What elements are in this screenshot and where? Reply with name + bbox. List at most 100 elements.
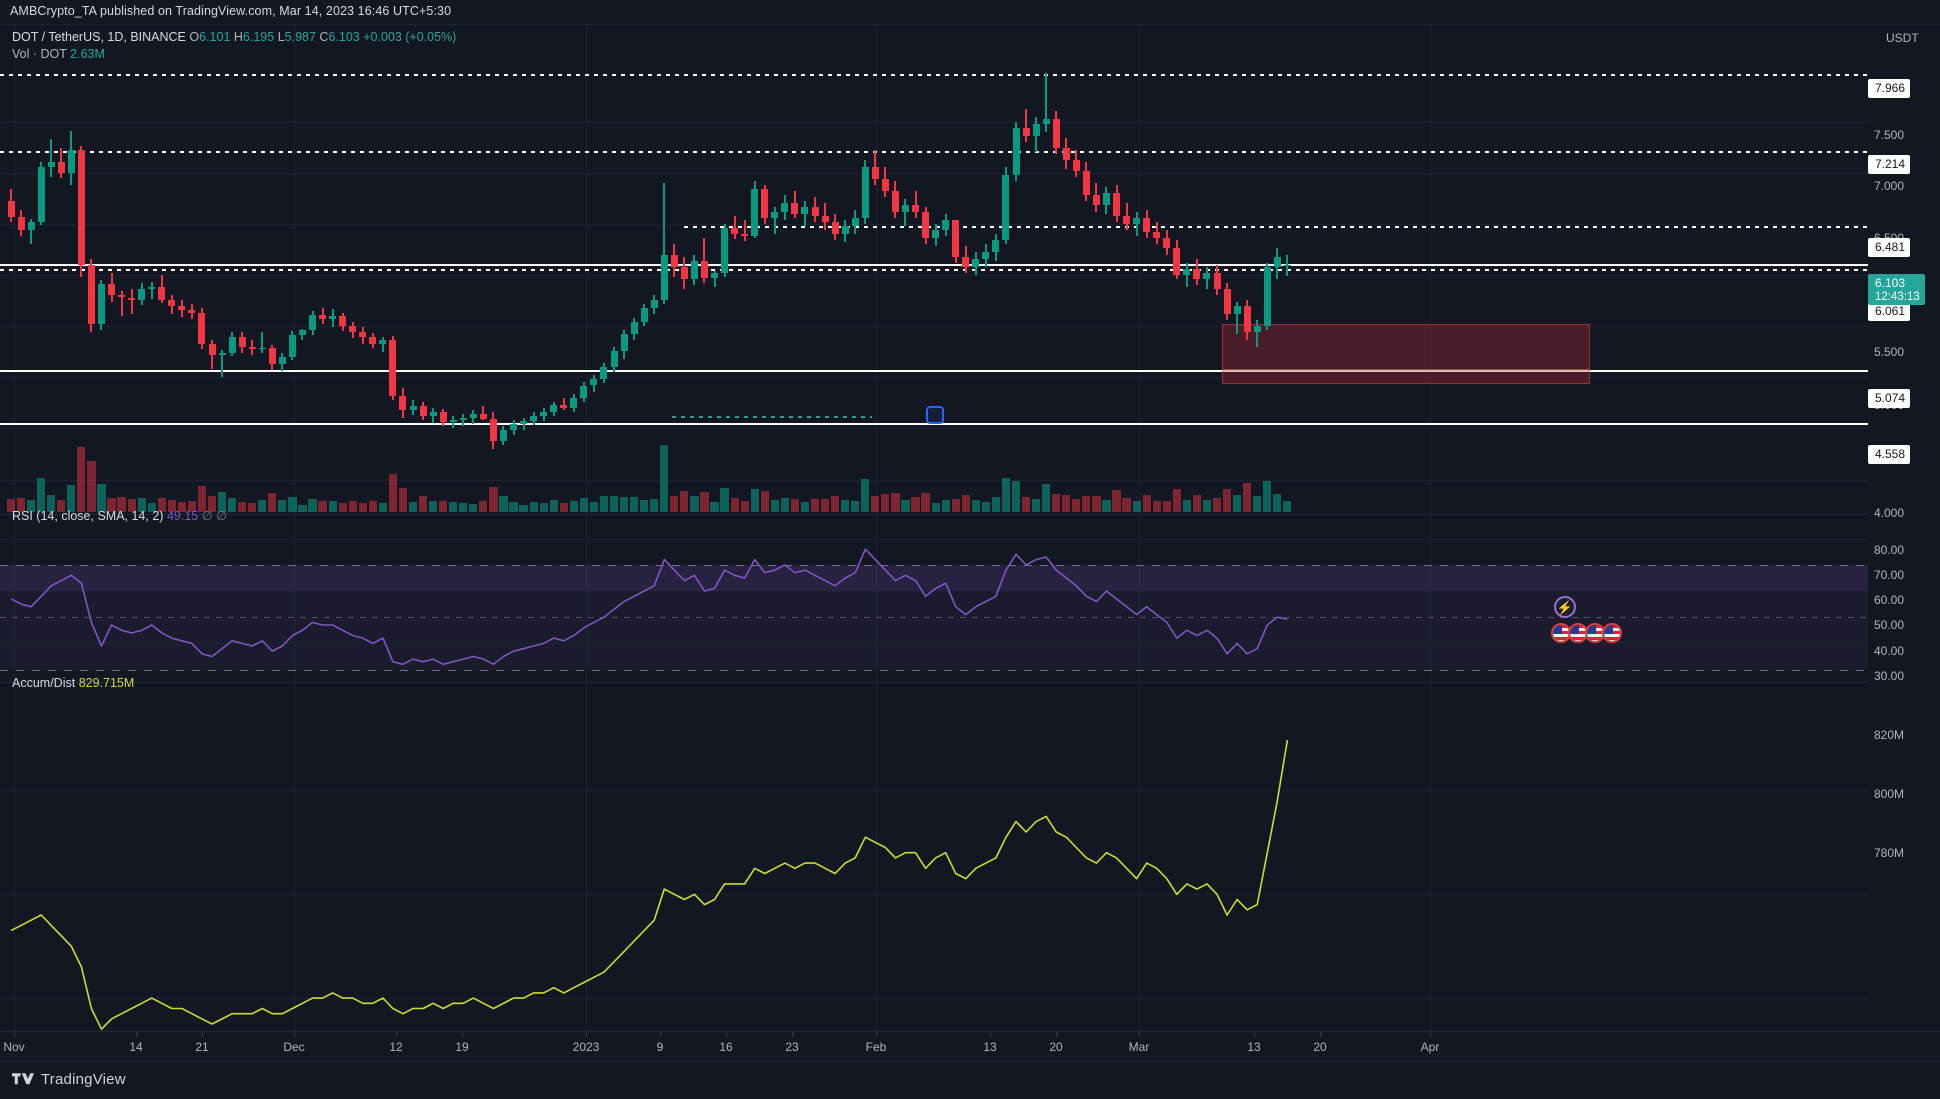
volume-bar[interactable]	[418, 496, 428, 512]
volume-bar[interactable]	[730, 498, 739, 512]
volume-bar[interactable]	[1021, 497, 1031, 512]
volume-bar[interactable]	[57, 500, 66, 512]
volume-bar[interactable]	[147, 502, 156, 512]
price-level-pill[interactable]: 6.061	[1868, 302, 1911, 321]
volume-bar[interactable]	[780, 497, 789, 512]
price-level-pill[interactable]: 7.214	[1868, 155, 1911, 174]
volume-bar[interactable]	[529, 501, 538, 512]
volume-bar[interactable]	[1102, 499, 1111, 512]
volume-bar[interactable]	[1122, 497, 1131, 512]
volume-bar[interactable]	[891, 492, 900, 512]
volume-bar[interactable]	[630, 497, 639, 512]
hline-6481[interactable]	[684, 226, 1868, 228]
volume-bar[interactable]	[117, 496, 126, 512]
volume-bar[interactable]	[640, 499, 649, 512]
volume-bar[interactable]	[901, 500, 910, 512]
volume-bar[interactable]	[660, 445, 669, 512]
volume-bar[interactable]	[368, 501, 377, 512]
volume-bar[interactable]	[398, 487, 408, 512]
volume-bar[interactable]	[941, 499, 950, 512]
support-segment[interactable]	[672, 416, 872, 418]
volume-bar[interactable]	[509, 501, 518, 512]
volume-bar[interactable]	[1112, 489, 1121, 512]
price-level-pill[interactable]: 4.558	[1868, 445, 1911, 464]
volume-bar[interactable]	[991, 497, 1000, 512]
volume-bar[interactable]	[579, 497, 588, 512]
volume-bar[interactable]	[16, 497, 26, 512]
volume-bar[interactable]	[258, 500, 267, 512]
volume-bar[interactable]	[388, 474, 397, 512]
volume-bar[interactable]	[338, 502, 347, 512]
volume-bar[interactable]	[1042, 483, 1051, 512]
volume-bar[interactable]	[549, 500, 558, 512]
volume-bar[interactable]	[961, 495, 970, 512]
volume-bar[interactable]	[1243, 483, 1252, 512]
volume-bar[interactable]	[810, 498, 820, 512]
volume-bar[interactable]	[278, 500, 287, 512]
volume-bar[interactable]	[127, 498, 136, 512]
hline-7966[interactable]	[0, 74, 1868, 76]
volume-bar[interactable]	[871, 496, 880, 512]
volume-bar[interactable]	[137, 497, 146, 512]
volume-bar[interactable]	[1182, 499, 1191, 512]
chart-frame[interactable]: DOT / TetherUS, 1D, BINANCE O6.101 H6.19…	[0, 24, 1940, 1062]
volume-bar[interactable]	[559, 503, 568, 512]
volume-bar[interactable]	[670, 496, 679, 512]
volume-bar[interactable]	[1052, 493, 1061, 512]
volume-bar[interactable]	[1162, 501, 1171, 512]
volume-bar[interactable]	[248, 502, 257, 512]
symbol-label[interactable]: DOT / TetherUS, 1D, BINANCE	[12, 30, 186, 44]
volume-bar[interactable]	[861, 478, 870, 512]
volume-bar[interactable]	[609, 495, 619, 512]
volume-bar[interactable]	[841, 500, 850, 512]
volume-bar[interactable]	[931, 502, 940, 512]
price-level-pill[interactable]: 7.966	[1868, 79, 1911, 98]
volume-bar[interactable]	[1142, 495, 1151, 512]
price-level-pill[interactable]: 6.481	[1868, 238, 1911, 257]
volume-bar[interactable]	[479, 501, 488, 512]
volume-bar[interactable]	[439, 500, 448, 512]
volume-bar[interactable]	[27, 500, 36, 512]
volume-bar[interactable]	[589, 501, 598, 512]
volume-bar[interactable]	[831, 495, 840, 512]
volume-bar[interactable]	[1011, 481, 1021, 512]
hline-6061[interactable]	[0, 269, 1868, 271]
volume-bar[interactable]	[569, 501, 578, 512]
current-price-pill[interactable]: 6.103 12:43:13	[1868, 274, 1925, 305]
volume-bar[interactable]	[47, 494, 56, 512]
volume-bar[interactable]	[37, 478, 46, 512]
volume-bar[interactable]	[1001, 478, 1011, 512]
volume-bar[interactable]	[1273, 494, 1282, 512]
volume-bar[interactable]	[539, 503, 548, 512]
volume-bar[interactable]	[851, 501, 860, 512]
volume-bar[interactable]	[378, 502, 387, 512]
volume-bar[interactable]	[429, 500, 438, 512]
volume-bar[interactable]	[1253, 495, 1262, 512]
hline-5074[interactable]	[0, 370, 1868, 372]
hline-7214[interactable]	[0, 151, 1868, 153]
volume-bar[interactable]	[187, 501, 196, 512]
volume-bar[interactable]	[408, 501, 418, 512]
volume-bar[interactable]	[499, 496, 508, 512]
volume-bar[interactable]	[1212, 497, 1222, 512]
volume-bar[interactable]	[690, 495, 699, 512]
volume-bar[interactable]	[790, 498, 799, 512]
volume-bar[interactable]	[911, 497, 920, 512]
tradingview-logo[interactable]: TradingView	[12, 1071, 126, 1088]
accum-dist-legend[interactable]: Accum/Dist 829.715M	[12, 676, 134, 690]
volume-bar[interactable]	[318, 500, 327, 512]
volume-bar[interactable]	[881, 494, 890, 512]
volume-bar[interactable]	[308, 498, 317, 512]
volume-bar[interactable]	[489, 486, 498, 512]
volume-bar[interactable]	[67, 485, 76, 512]
volume-bar[interactable]	[1233, 494, 1242, 512]
volume-bar[interactable]	[449, 501, 458, 512]
volume-bar[interactable]	[1072, 499, 1081, 512]
volume-bar[interactable]	[820, 499, 830, 512]
volume-bar[interactable]	[469, 503, 478, 512]
price-level-pill[interactable]: 5.074	[1868, 389, 1911, 408]
volume-bar[interactable]	[680, 491, 689, 512]
volume-legend[interactable]: Vol · DOT 2.63M	[12, 47, 105, 61]
rsi-legend[interactable]: RSI (14, close, SMA, 14, 2) 49.15 ∅ ∅	[12, 508, 227, 523]
volume-bar[interactable]	[107, 498, 116, 512]
